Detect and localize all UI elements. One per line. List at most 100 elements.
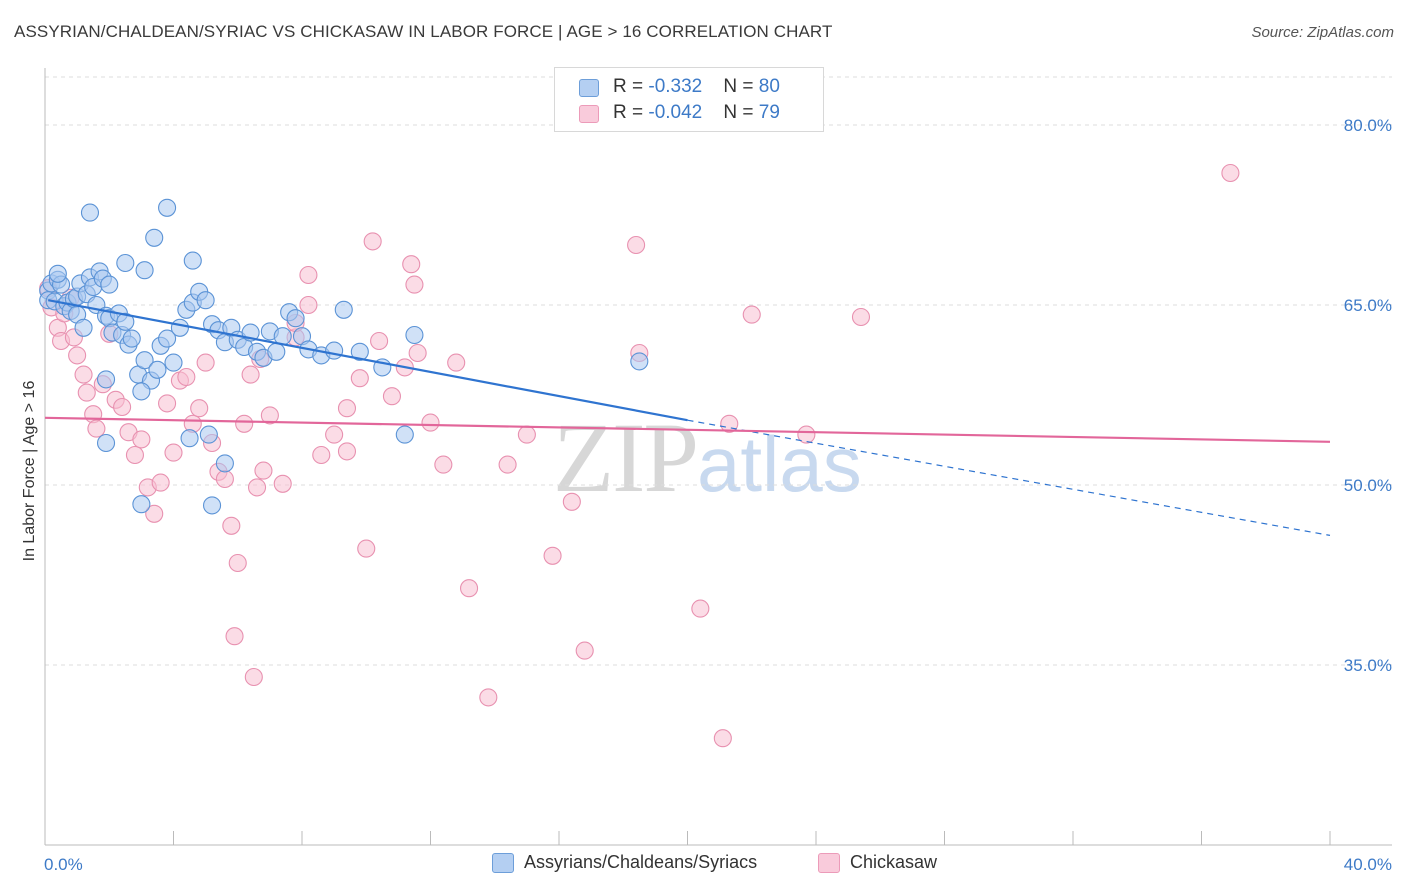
chickasaw-point — [363, 232, 382, 251]
assyrian-point — [116, 253, 135, 273]
axis-labels: 35.0% 50.0% 65.0% 80.0% 0.0% 40.0% In Labor Fo… — [21, 116, 1392, 874]
trend-lines — [44, 299, 1331, 536]
assyrian-point — [334, 300, 353, 319]
assyrian-point — [325, 341, 344, 360]
assyrian-points — [39, 198, 649, 515]
chickasaw-point — [382, 387, 402, 406]
chickasaw-point — [68, 346, 87, 365]
assyrian-point — [96, 370, 116, 389]
chickasaw-point — [517, 425, 536, 444]
chickasaw-point — [254, 461, 273, 480]
assyrian-point — [196, 291, 215, 310]
assyrian-point — [158, 329, 177, 348]
assyrian-point — [74, 318, 93, 337]
chickasaw-point — [405, 275, 424, 294]
chickasaw-point — [260, 406, 279, 425]
chickasaw-point — [337, 442, 357, 461]
legend-n-label: N = — [723, 76, 759, 97]
chickasaw-point — [235, 414, 254, 433]
legend-r-value: -0.332 — [648, 76, 703, 97]
chickasaw-point — [337, 399, 357, 418]
chickasaw-point — [113, 397, 132, 417]
axes — [44, 68, 1392, 846]
legend-swatch-blue — [579, 79, 599, 97]
correlation-legend: R = -0.332 N = 80 R = -0.042 N = 79 — [554, 67, 824, 132]
assyrian-point — [215, 454, 234, 473]
chickasaw-point — [797, 425, 816, 444]
chickasaw-point — [177, 367, 196, 387]
assyrian-point — [96, 433, 116, 453]
y-axis-title: In Labor Force | Age > 16 — [21, 381, 38, 562]
watermark: ZIPatlas — [553, 400, 862, 515]
chickasaw-point — [87, 419, 106, 438]
chickasaw-point — [357, 539, 376, 558]
assyrian-point — [630, 352, 649, 371]
chickasaw-point — [402, 255, 421, 274]
chickasaw-point — [325, 425, 344, 444]
assyrian-trend-line — [48, 299, 688, 422]
assyrian-point — [122, 329, 141, 348]
chickasaw-point — [215, 469, 234, 489]
watermark-atlas: atlas — [697, 420, 862, 508]
assyrian-point — [180, 429, 199, 448]
source-credit: Source: ZipAtlas.com — [1251, 24, 1394, 41]
chickasaw-point — [273, 474, 292, 493]
chickasaw-point — [421, 413, 440, 432]
assyrian-point — [170, 318, 189, 337]
assyrian-point — [116, 312, 135, 331]
chickasaw-point — [562, 492, 581, 511]
assyrian-point — [80, 203, 100, 222]
chickasaw-point — [158, 394, 177, 413]
chickasaw-point — [408, 343, 427, 363]
assyrian-trend-extension — [687, 419, 1331, 536]
watermark-zip: ZIP — [553, 402, 699, 513]
chickasaw-point — [312, 445, 331, 465]
chickasaw-point — [691, 599, 710, 618]
chickasaw-point — [225, 627, 244, 646]
chickasaw-point — [132, 430, 151, 449]
legend-r-label: R = — [613, 76, 649, 97]
assyrian-point — [199, 425, 218, 444]
chickasaw-point — [241, 365, 260, 384]
chickasaw-trend-line — [44, 416, 1331, 443]
assyrian-point — [132, 382, 151, 401]
chickasaw-point — [299, 265, 318, 285]
legend-n-label: N = — [723, 102, 759, 123]
x-tick-label: 0.0% — [44, 855, 83, 874]
legend-r-label: R = — [613, 102, 649, 123]
assyrian-point — [158, 198, 177, 217]
bottom-legend-swatch-pink — [818, 853, 840, 873]
legend-swatch-pink — [579, 105, 599, 123]
chickasaw-point — [434, 455, 453, 474]
chickasaw-point — [1221, 163, 1240, 183]
assyrian-point — [350, 342, 369, 361]
chickasaw-point — [164, 443, 183, 462]
chickasaw-point — [479, 688, 498, 707]
bottom-legend-label: Assyrians/Chaldeans/Syriacs — [524, 852, 758, 872]
assyrian-point — [286, 309, 305, 328]
assyrian-point — [203, 496, 222, 515]
chickasaw-point — [447, 353, 466, 372]
chickasaw-point — [190, 399, 209, 418]
y-tick-label: 50.0% — [1344, 476, 1392, 495]
assyrian-point — [135, 261, 154, 280]
chickasaw-point — [222, 516, 241, 535]
chickasaw-point — [498, 455, 517, 474]
legend-n-value: 80 — [758, 76, 780, 97]
chickasaw-point — [151, 473, 170, 492]
legend-r-value: -0.042 — [648, 102, 703, 123]
y-tick-label: 35.0% — [1344, 656, 1392, 675]
assyrian-point — [135, 351, 154, 370]
assyrian-point — [405, 325, 424, 345]
chickasaw-point — [77, 383, 96, 402]
chickasaw-point — [196, 353, 215, 372]
chickasaw-points — [39, 163, 1240, 748]
assyrian-point — [267, 342, 286, 361]
chickasaw-point — [627, 235, 646, 255]
chickasaw-point — [350, 369, 369, 388]
chickasaw-point — [145, 504, 164, 523]
chickasaw-point — [459, 579, 479, 598]
chickasaw-point — [74, 365, 93, 384]
chickasaw-point — [228, 553, 247, 573]
